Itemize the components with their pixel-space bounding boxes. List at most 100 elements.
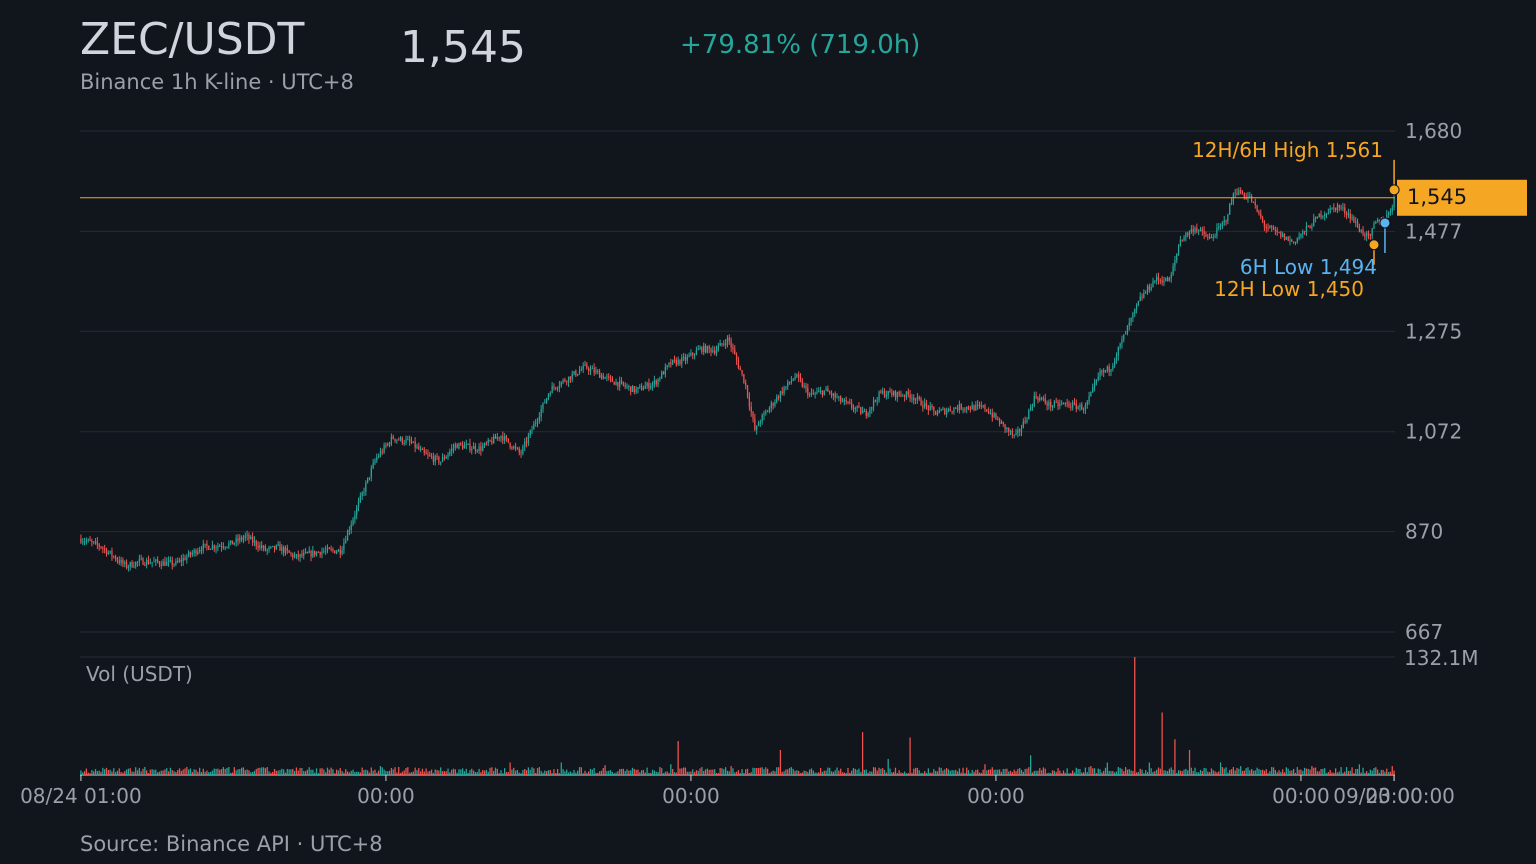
candle-body bbox=[164, 561, 166, 566]
volume-bar bbox=[1099, 769, 1101, 775]
volume-bar bbox=[498, 773, 500, 775]
volume-bar bbox=[246, 769, 248, 775]
volume-bar bbox=[748, 772, 751, 775]
volume-bar bbox=[412, 771, 414, 775]
volume-bar bbox=[82, 772, 84, 775]
volume-bar bbox=[978, 772, 981, 775]
volume-bar bbox=[670, 764, 672, 775]
volume-bar bbox=[478, 768, 480, 775]
volume-bar bbox=[140, 771, 142, 775]
volume-bar bbox=[598, 771, 601, 775]
candle-body bbox=[465, 444, 467, 446]
candle-body bbox=[558, 385, 561, 388]
candle-body bbox=[613, 381, 615, 385]
candle-body bbox=[1020, 427, 1023, 432]
candle-body bbox=[805, 385, 807, 388]
candle-body bbox=[564, 379, 566, 382]
candle-body bbox=[1068, 403, 1070, 407]
candle-body bbox=[653, 380, 656, 384]
volume-bar bbox=[1101, 772, 1103, 775]
candle-body bbox=[202, 544, 204, 551]
candle-body bbox=[341, 549, 343, 554]
candle-body bbox=[310, 551, 312, 557]
volume-bar bbox=[608, 770, 610, 775]
high-annotation: 12H/6H High 1,561 bbox=[1192, 138, 1383, 162]
volume-bar bbox=[525, 770, 528, 775]
candle-body bbox=[893, 391, 895, 395]
volume-bar bbox=[803, 770, 805, 775]
volume-bar bbox=[493, 770, 495, 775]
candle-body bbox=[1057, 401, 1059, 406]
volume-bar bbox=[509, 762, 511, 775]
volume-bar bbox=[555, 772, 557, 775]
volume-bar bbox=[352, 769, 354, 775]
candle-body bbox=[936, 413, 939, 415]
candle-body bbox=[938, 410, 940, 414]
volume-bar bbox=[940, 767, 942, 775]
volume-bar bbox=[1245, 768, 1247, 775]
volume-bar bbox=[392, 769, 394, 775]
volume-bar bbox=[1327, 772, 1329, 775]
candle-body bbox=[330, 548, 332, 550]
candle-body bbox=[1362, 229, 1364, 235]
volume-bar bbox=[1387, 772, 1390, 775]
volume-bar bbox=[1382, 769, 1384, 775]
candle-body bbox=[1119, 343, 1121, 348]
candle-body bbox=[980, 405, 982, 407]
candle-body bbox=[851, 403, 853, 408]
candle-body bbox=[1174, 260, 1176, 267]
candle-body bbox=[131, 562, 133, 568]
volume-bar bbox=[1298, 769, 1300, 775]
candle-body bbox=[971, 405, 973, 410]
volume-bar bbox=[695, 770, 698, 775]
candle-body bbox=[706, 346, 709, 353]
volume-bar bbox=[724, 767, 727, 775]
candle-body bbox=[1345, 213, 1348, 216]
candle-body bbox=[600, 375, 603, 378]
volume-bar bbox=[765, 767, 767, 775]
candle-body bbox=[507, 438, 509, 443]
volume-bar bbox=[441, 771, 444, 775]
volume-bar bbox=[440, 767, 442, 775]
volume-bar bbox=[1314, 767, 1317, 775]
candle-body bbox=[463, 445, 466, 449]
candle-body bbox=[730, 340, 732, 348]
candle-body bbox=[325, 550, 327, 552]
candle-body bbox=[283, 547, 285, 553]
candle-body bbox=[684, 357, 687, 361]
volume-bar bbox=[869, 771, 871, 775]
volume-bar bbox=[606, 771, 608, 775]
candle-body bbox=[1351, 217, 1353, 219]
volume-bar bbox=[661, 768, 663, 775]
candle-body bbox=[299, 554, 301, 558]
volume-bar bbox=[158, 771, 161, 775]
volume-bar bbox=[339, 768, 341, 775]
candle-body bbox=[83, 541, 86, 543]
candle-body bbox=[1090, 391, 1092, 397]
candle-body bbox=[379, 451, 382, 457]
volume-bar bbox=[416, 770, 418, 775]
volume-bar bbox=[1278, 770, 1280, 775]
candle-body bbox=[783, 388, 785, 394]
volume-bar bbox=[489, 767, 491, 775]
candle-body bbox=[253, 540, 256, 543]
candle-body bbox=[1166, 277, 1169, 282]
volume-bar bbox=[1271, 766, 1273, 775]
candle-body bbox=[945, 410, 948, 414]
candle-body bbox=[1199, 229, 1202, 231]
candle-body bbox=[1203, 231, 1205, 235]
volume-bar bbox=[816, 772, 818, 775]
volume-bar bbox=[896, 773, 898, 775]
candle-body bbox=[186, 556, 188, 560]
volume-bar bbox=[602, 767, 604, 775]
volume-bar bbox=[646, 767, 648, 775]
volume-bar bbox=[1040, 770, 1043, 775]
candle-body bbox=[314, 550, 316, 555]
candle-body bbox=[1243, 194, 1245, 198]
candle-body bbox=[637, 387, 639, 390]
volume-bar bbox=[527, 767, 530, 775]
candle-body bbox=[958, 404, 961, 410]
volume-bar bbox=[330, 767, 332, 775]
volume-bar bbox=[776, 767, 778, 775]
candle-body bbox=[98, 544, 100, 547]
